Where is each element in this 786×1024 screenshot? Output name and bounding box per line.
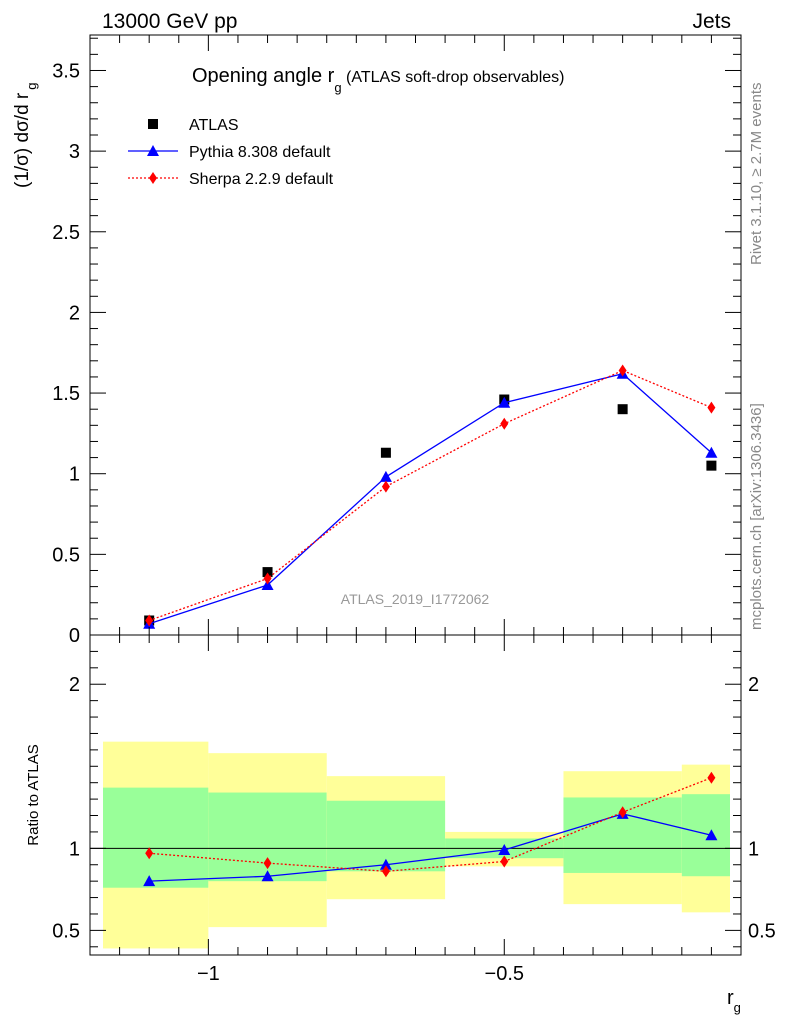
ratio-panel-bands xyxy=(90,741,741,949)
ratio-series-1-point xyxy=(145,847,154,860)
legend-marker-0 xyxy=(148,119,158,129)
legend-marker-1 xyxy=(147,145,159,156)
ratio-series-1-point xyxy=(500,855,509,868)
ratio-series-0-point xyxy=(379,858,392,870)
main-y-tick-label: 1 xyxy=(69,464,80,486)
header-right: Jets xyxy=(692,10,731,33)
main-series-1-point xyxy=(379,470,392,482)
ratio-series-1-point xyxy=(707,771,716,784)
ratio-axis-ticks: 0.5 0.5 1 1 2 2 −1 −0.5 xyxy=(52,635,776,985)
main-plot-marks xyxy=(143,364,718,629)
ratio-series-0-point xyxy=(143,875,156,887)
main-y-tick-label: 0.5 xyxy=(52,544,80,566)
main-y-tick-label: 2 xyxy=(69,302,80,324)
main-series-line-1 xyxy=(148,372,712,625)
ratio-uncertainty-band-inner xyxy=(103,787,209,888)
rivet-label: Rivet 3.1.10, ≥ 2.7M events xyxy=(748,83,765,266)
ratio-y-tick-label: 2 xyxy=(69,674,80,696)
ratio-series-0-point xyxy=(261,870,274,882)
x-axis-label: rg xyxy=(727,987,741,1015)
main-series-2-point xyxy=(263,572,272,585)
ratio-series-0-point xyxy=(705,829,718,841)
legend-label-0: ATLAS xyxy=(189,117,239,134)
x-tick-label: −1 xyxy=(197,963,220,985)
main-y-tick-label: 3 xyxy=(69,141,80,163)
main-series-1-point xyxy=(498,396,511,408)
main-series-0-point xyxy=(262,567,273,578)
main-series-2-point xyxy=(381,480,390,493)
main-panel-frame xyxy=(89,34,742,636)
main-series-0-point xyxy=(706,460,717,471)
ratio-y-tick-label-right: 0.5 xyxy=(748,920,776,942)
main-series-2-point xyxy=(500,417,509,430)
analysis-watermark: ATLAS_2019_I1772062 xyxy=(341,591,490,607)
ratio-series-line-0 xyxy=(149,813,712,882)
main-y-tick-label: 1.5 xyxy=(52,383,80,405)
ratio-y-tick-label: 1 xyxy=(69,838,80,860)
legend-label-1: Pythia 8.308 default xyxy=(189,144,331,161)
ratio-series-0-point xyxy=(498,843,511,855)
main-title: Opening angle rg (ATLAS soft-drop observ… xyxy=(192,65,564,95)
main-series-2-point xyxy=(618,364,627,377)
ratio-y-tick-label-right: 2 xyxy=(748,674,759,696)
main-y-tick-label: 2.5 xyxy=(52,222,80,244)
ratio-series-1-point xyxy=(618,806,627,819)
ratio-series-line-1 xyxy=(149,777,712,872)
ratio-uncertainty-band-inner xyxy=(681,794,730,877)
main-series-1-point xyxy=(705,446,718,458)
legend-marker-2 xyxy=(149,172,157,184)
main-y-axis-label: (1/σ) dσ/d rg xyxy=(12,83,39,189)
main-series-0-point xyxy=(617,404,628,415)
x-tick-label: −0.5 xyxy=(485,963,524,985)
ratio-y-tick-label-right: 1 xyxy=(748,838,759,860)
ratio-series-1-point xyxy=(381,865,390,878)
main-y-tick-label: 0 xyxy=(69,625,80,647)
ratio-plot-marks xyxy=(143,771,718,887)
legend: ATLAS Pythia 8.308 default Sherpa 2.2.9 de… xyxy=(128,117,334,188)
main-series-2-point xyxy=(145,614,154,627)
ratio-y-axis-label: Ratio to ATLAS xyxy=(25,744,42,845)
mcplots-label: mcplots.cern.ch [arXiv:1306.3436] xyxy=(748,403,765,630)
main-series-line-2 xyxy=(148,369,712,622)
legend-label-2: Sherpa 2.2.9 default xyxy=(189,171,334,188)
header-left: 13000 GeV pp xyxy=(102,10,237,33)
ratio-y-tick-label: 0.5 xyxy=(52,920,80,942)
main-series-0-point xyxy=(380,447,391,458)
main-series-2-point xyxy=(707,401,716,414)
main-y-tick-label: 3.5 xyxy=(52,60,80,82)
ratio-series-1-point xyxy=(263,857,272,870)
